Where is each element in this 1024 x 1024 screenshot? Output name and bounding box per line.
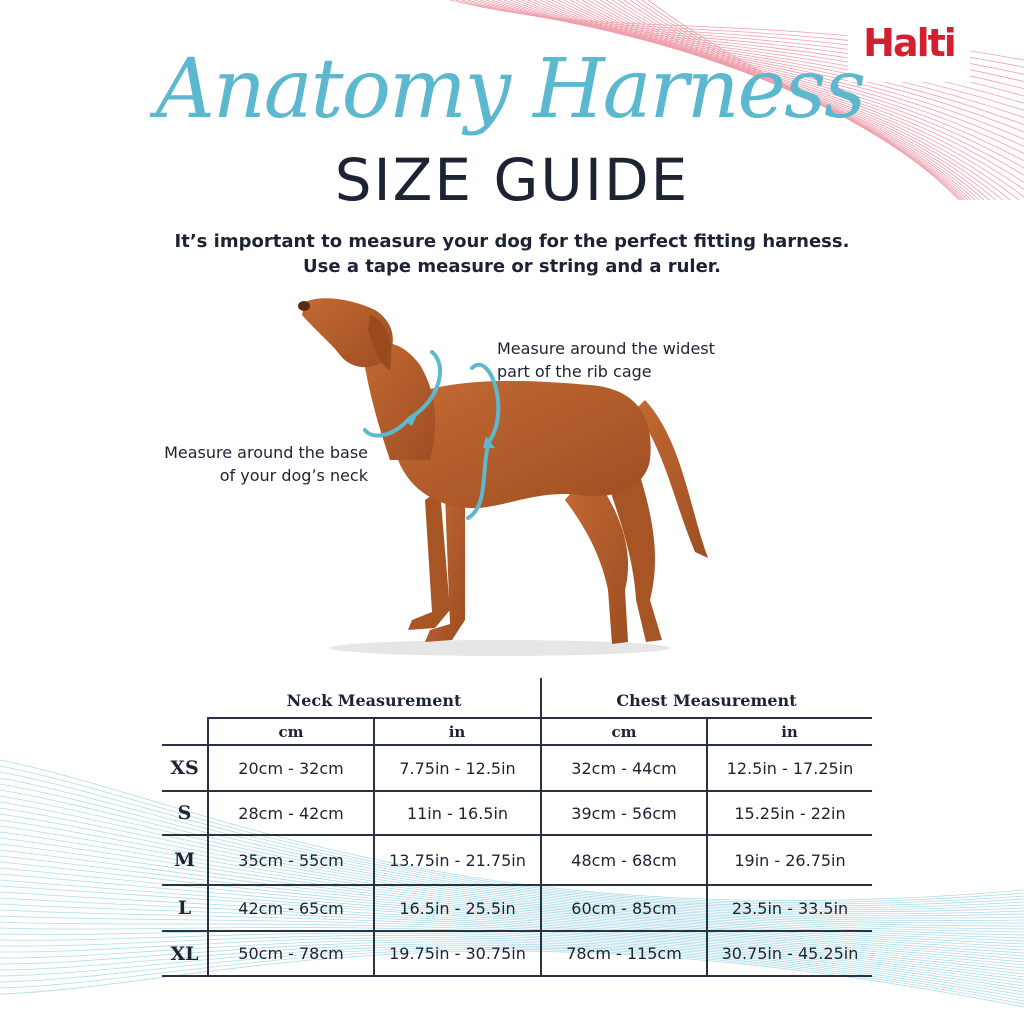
dog-illustration: [298, 298, 708, 656]
logo-text: Halti: [863, 21, 957, 65]
table-cell: 15.25in - 22in: [734, 803, 846, 823]
table-cell: 13.75in - 21.75in: [389, 850, 526, 870]
size-label: XS: [170, 757, 199, 779]
size-label: M: [173, 849, 196, 871]
unit-header-neck-in: in: [448, 723, 466, 741]
table-cell: 32cm - 44cm: [571, 758, 677, 778]
table-cell: 48cm - 68cm: [571, 850, 677, 870]
neck-callout: Measure around the base of your dog’s ne…: [110, 441, 368, 487]
table-cell: 19.75in - 30.75in: [389, 944, 526, 963]
unit-header-chest-cm: cm: [611, 723, 637, 741]
halti-logo: Halti: [848, 4, 970, 82]
product-script-title: Anatomy Harness: [155, 42, 866, 137]
instructions-line-1: It’s important to measure your dog for t…: [174, 231, 850, 252]
size-label: L: [177, 897, 192, 919]
table-cell: 11in - 16.5in: [406, 803, 509, 823]
instructions: It’s important to measure your dog for t…: [0, 229, 1024, 279]
table-cell: 35cm - 55cm: [238, 850, 344, 870]
unit-header-chest-in: in: [781, 723, 798, 741]
table-cell: 39cm - 56cm: [571, 803, 677, 823]
table-cell: 16.5in - 25.5in: [399, 898, 516, 918]
table-cell: 7.75in - 12.5in: [399, 758, 516, 778]
chest-callout: Measure around the widest part of the ri…: [497, 337, 715, 383]
chest-measurement-header: Chest Measurement: [616, 690, 797, 710]
table-cell: 50cm - 78cm: [238, 944, 344, 963]
page-title: SIZE GUIDE: [334, 146, 690, 214]
table-cell: 12.5in - 17.25in: [726, 758, 854, 778]
neck-callout-line-2: of your dog’s neck: [219, 466, 368, 485]
size-label: S: [177, 802, 192, 824]
table-cell: 60cm - 85cm: [571, 898, 677, 918]
neck-measurement-header: Neck Measurement: [286, 690, 462, 710]
table-cell: 23.5in - 33.5in: [731, 898, 849, 918]
size-label: XL: [170, 942, 199, 965]
chest-callout-line-1: Measure around the widest: [497, 339, 715, 358]
unit-header-neck-cm: cm: [278, 723, 304, 741]
table-cell: 19in - 26.75in: [734, 850, 846, 870]
neck-callout-line-1: Measure around the base: [164, 443, 368, 462]
table-cell: 20cm - 32cm: [238, 758, 344, 778]
table-cell: 30.75in - 45.25in: [721, 944, 859, 963]
table-cell: 28cm - 42cm: [238, 803, 344, 823]
chest-callout-line-2: part of the rib cage: [497, 362, 652, 381]
instructions-line-2: Use a tape measure or string and a ruler…: [303, 256, 721, 277]
table-cell: 78cm - 115cm: [566, 944, 682, 963]
table-cell: 42cm - 65cm: [238, 898, 344, 918]
